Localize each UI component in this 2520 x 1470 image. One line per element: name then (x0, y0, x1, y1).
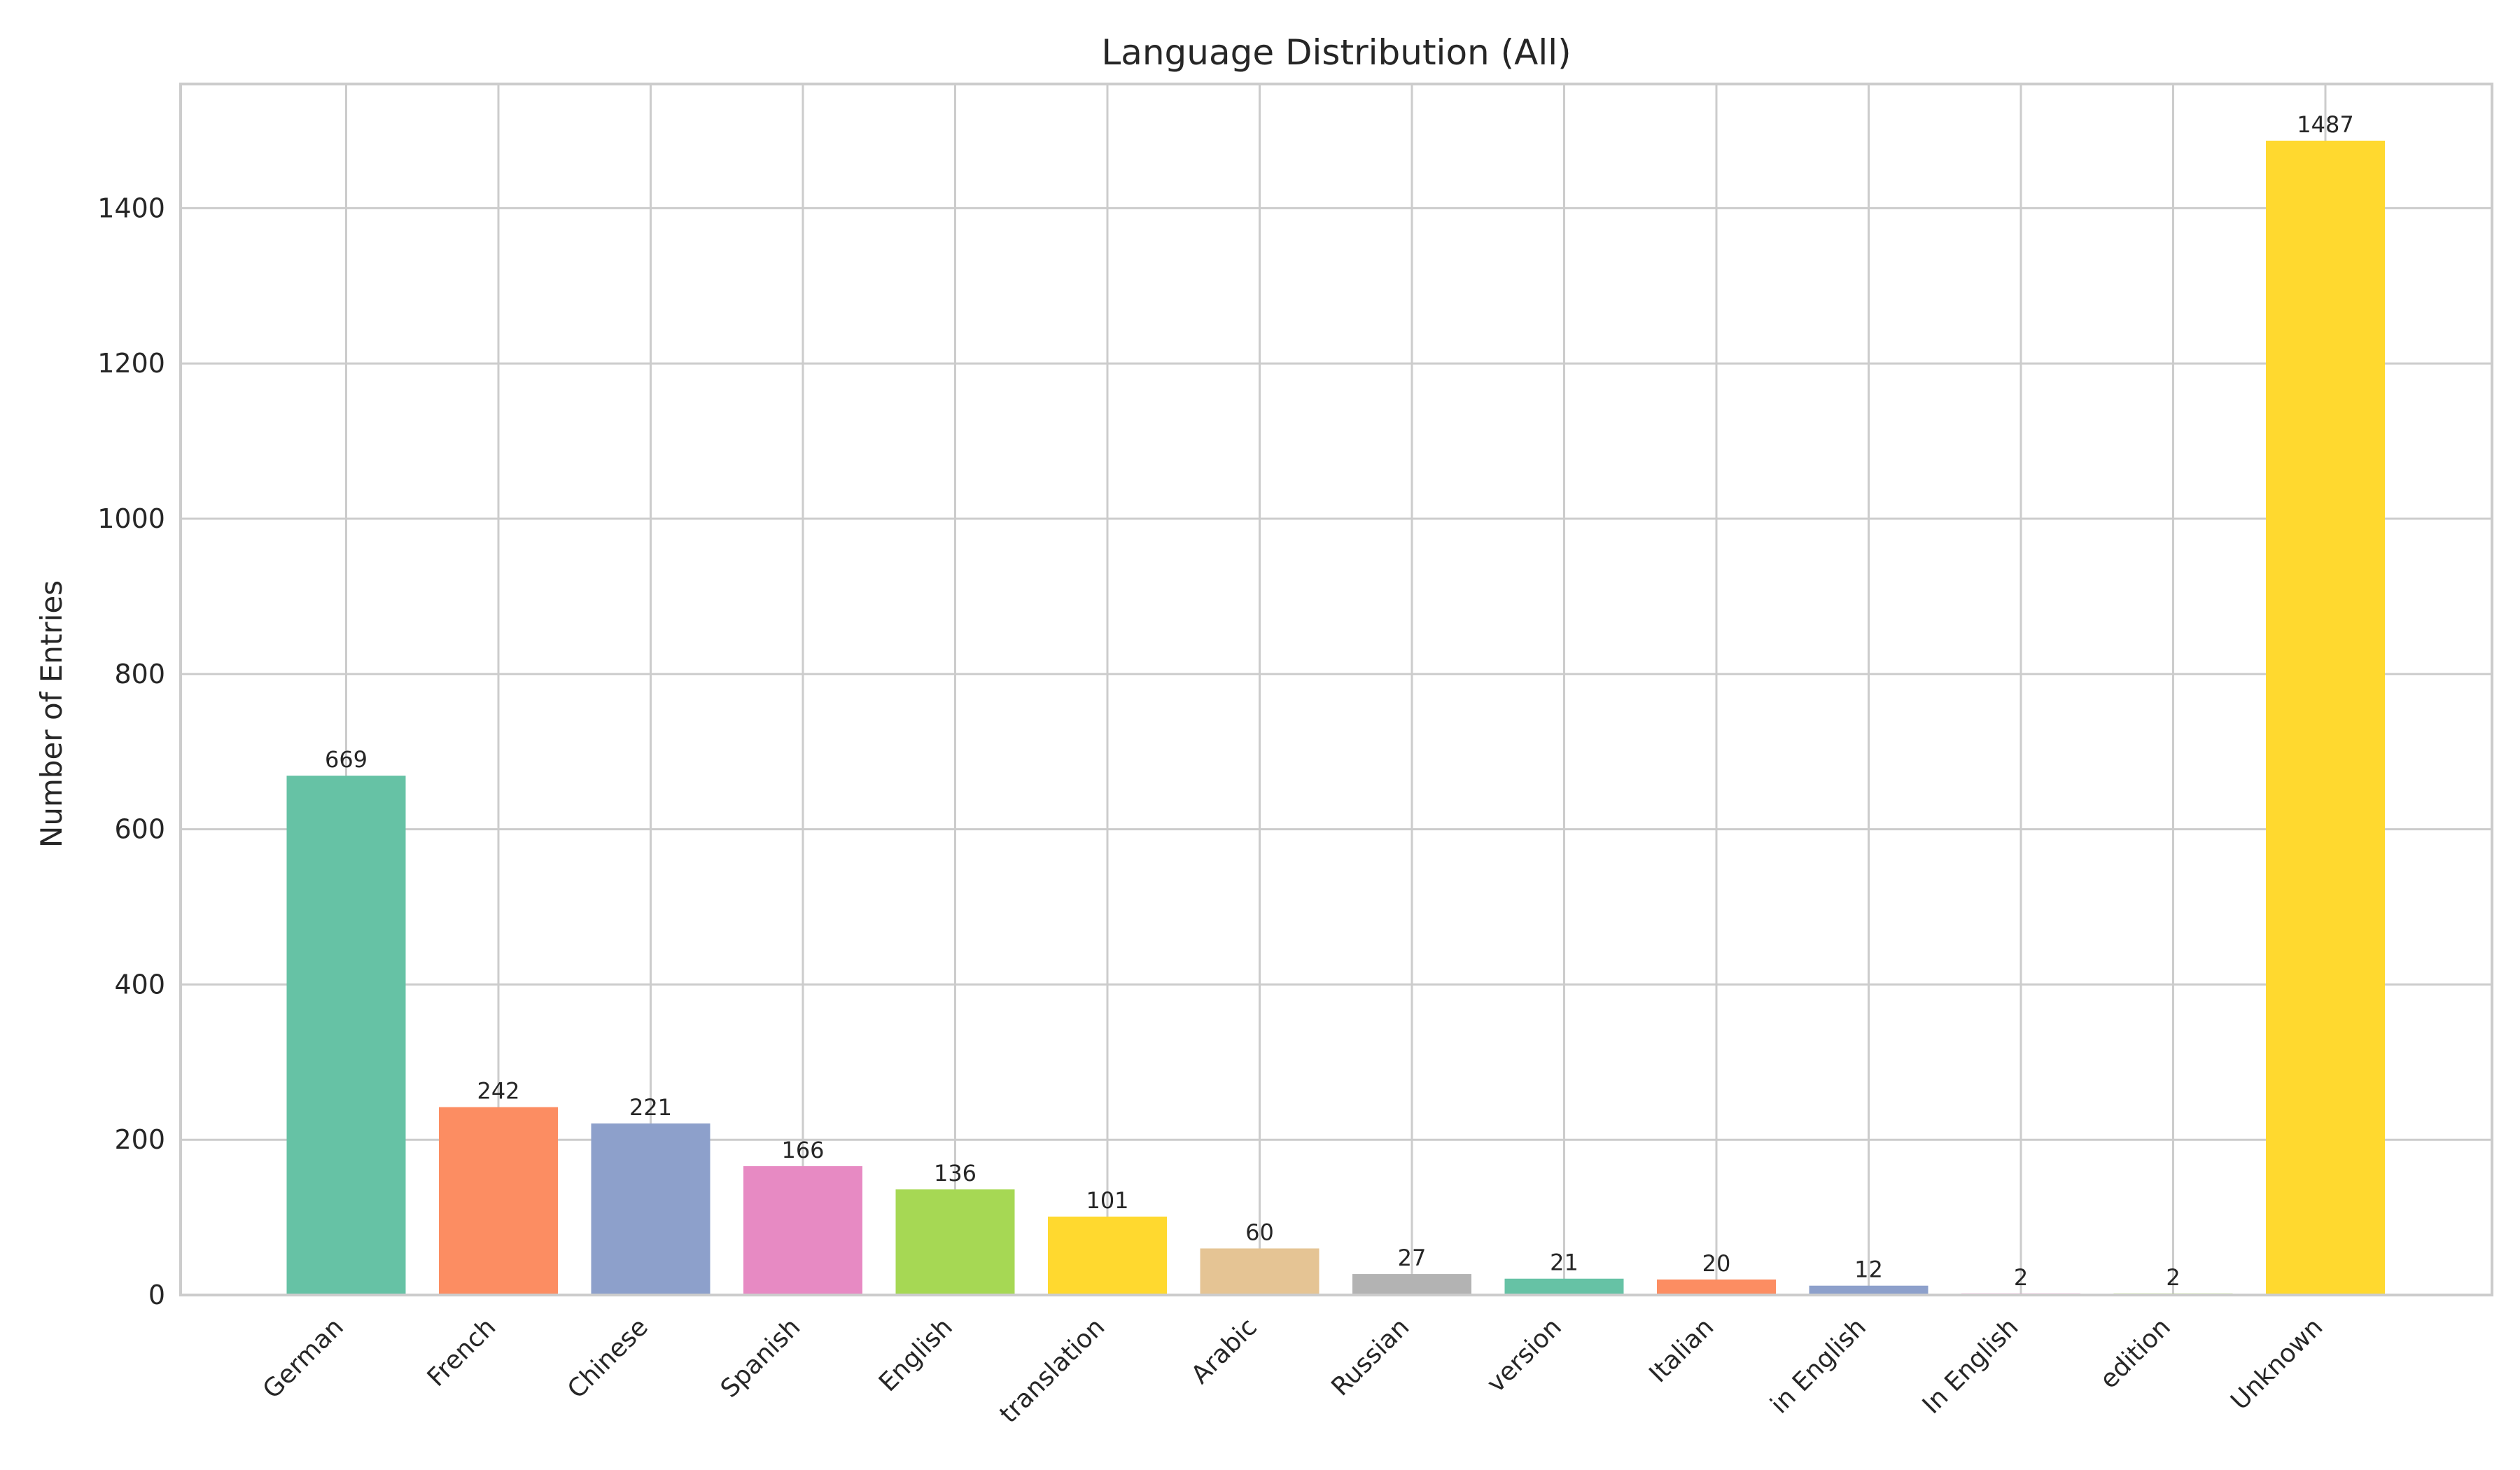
bar (1048, 1216, 1167, 1295)
bar (1200, 1248, 1320, 1295)
bar (591, 1123, 710, 1295)
x-tick-label: edition (2094, 1312, 2176, 1394)
bar-value-label: 27 (1398, 1245, 1427, 1271)
x-tick-label: Chinese (562, 1312, 654, 1404)
bar (2266, 140, 2385, 1296)
value-labels: 669 242 221 166 136 101 60 27 21 20 12 2 2 1487 (325, 111, 2354, 1291)
bar-value-label: 669 (325, 746, 368, 773)
y-tick-label: 600 (114, 814, 165, 845)
y-axis-label: Number of Entries (34, 580, 69, 848)
bar-value-label: 166 (781, 1137, 824, 1163)
bar-value-label: 20 (1702, 1250, 1731, 1277)
bar-value-label: 221 (629, 1094, 672, 1121)
x-tick-label: in English (1765, 1312, 1872, 1419)
bar (1504, 1278, 1624, 1295)
x-tick-label: version (1482, 1312, 1567, 1398)
y-tick-label: 0 (148, 1280, 165, 1310)
bar (743, 1166, 862, 1295)
x-tick-label: translation (994, 1312, 1110, 1429)
bar-value-label: 242 (477, 1078, 519, 1105)
bar (1352, 1274, 1471, 1295)
bar-value-label: 2 (2166, 1264, 2180, 1291)
x-tick-label: English (874, 1312, 958, 1397)
x-tick-label: French (422, 1312, 502, 1392)
x-tick-label: In English (1917, 1312, 2024, 1420)
x-tick-label: Unknown (2225, 1312, 2328, 1415)
bar-value-label: 21 (1550, 1250, 1578, 1276)
x-tick-label: Russian (1326, 1312, 1415, 1401)
bar-value-label: 101 (1086, 1187, 1128, 1214)
plot-frame (179, 83, 2493, 1296)
bar (1657, 1279, 1776, 1295)
bar-value-label: 60 (1245, 1219, 1274, 1245)
y-tick-label: 400 (114, 969, 165, 1000)
x-tick-label: German (258, 1312, 349, 1404)
x-ticks: German French Chinese Spanish English transla… (258, 1312, 2328, 1429)
bar (286, 776, 406, 1295)
bar (1809, 1285, 1928, 1295)
x-tick-label: Italian (1644, 1312, 1719, 1388)
y-tick-label: 200 (114, 1124, 165, 1155)
bar-value-label: 136 (934, 1160, 976, 1186)
y-tick-label: 1000 (97, 503, 165, 534)
x-tick-label: Spanish (715, 1312, 806, 1404)
bar (895, 1189, 1015, 1295)
bar-value-label: 12 (1854, 1256, 1883, 1283)
bars (286, 140, 2385, 1296)
x-tick-label: Arabic (1186, 1312, 1263, 1390)
bar (439, 1107, 558, 1295)
bar-value-label: 2 (2014, 1264, 2028, 1291)
chart-title: Language Distribution (All) (1101, 32, 1571, 73)
y-tick-label: 800 (114, 659, 165, 690)
y-tick-label: 1200 (97, 348, 165, 379)
y-ticks: 0 200 400 600 800 1000 1200 1400 (97, 192, 165, 1310)
bar-value-label: 1487 (2297, 111, 2353, 138)
y-tick-label: 1400 (97, 192, 165, 223)
